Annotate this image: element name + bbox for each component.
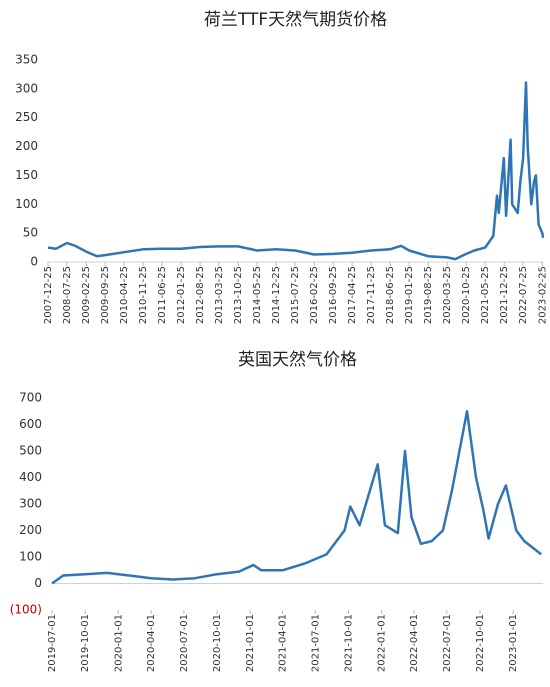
y-tick-label: 200	[15, 139, 38, 153]
x-tick-label: 2022-04-01	[409, 614, 420, 672]
series-line	[47, 81, 545, 261]
x-tick-label: 2009-02-25	[81, 266, 92, 324]
x-tick-label: 2011-06-25	[157, 266, 168, 324]
x-tick-label: 2021-10-01	[343, 614, 354, 672]
x-tick-label: 2019-01-25	[404, 266, 415, 324]
x-tick-label: 2016-02-25	[309, 266, 320, 324]
x-tick-label: 2021-04-01	[278, 614, 289, 672]
x-tick-label: 2021-05-25	[480, 266, 491, 324]
series-line	[51, 410, 542, 585]
x-tick-label: 2023-02-25	[537, 266, 548, 324]
x-tick-label: 2013-03-25	[214, 266, 225, 324]
y-tick-label: 200	[19, 523, 42, 537]
y-tick-label: 400	[19, 470, 42, 484]
x-tick-label: 2020-04-01	[146, 614, 157, 672]
x-tick-label: 2020-03-25	[442, 266, 453, 324]
x-tick-label: 2013-10-25	[233, 266, 244, 324]
x-tick-label: 2010-04-25	[119, 266, 130, 324]
x-tick-label: 2020-10-01	[212, 614, 223, 672]
chart-title: 英国天然气价格	[238, 350, 357, 370]
x-tick-label: 2014-12-25	[271, 266, 282, 324]
x-tick-label: 2019-07-01	[47, 614, 58, 672]
chart-title: 荷兰TTF天然气期货价格	[204, 10, 387, 30]
x-tick-label: 2017-04-25	[347, 266, 358, 324]
x-tick-label: 2014-05-25	[252, 266, 263, 324]
x-tick-label: 2018-06-25	[385, 266, 396, 324]
y-tick-label: 300	[15, 81, 38, 95]
x-tick-label: 2015-07-25	[290, 266, 301, 324]
y-tick-label: 500	[19, 444, 42, 458]
y-tick-label: 700	[19, 391, 42, 405]
x-tick-label: 2021-12-25	[499, 266, 510, 324]
x-tick-label: 2020-10-25	[461, 266, 472, 324]
x-tick-label: 2009-09-25	[100, 266, 111, 324]
y-tick-label: 0	[34, 576, 42, 590]
x-tick-label: 2019-08-25	[423, 266, 434, 324]
x-tick-label: 2017-11-25	[366, 266, 377, 324]
x-tick-label: 2022-01-01	[377, 614, 388, 672]
x-tick-label: 2020-07-01	[179, 614, 190, 672]
y-tick-label: 150	[15, 168, 38, 182]
y-tick-label: 300	[19, 497, 42, 511]
y-tick-label: 350	[15, 53, 38, 67]
x-tick-label: 2021-07-01	[310, 614, 321, 672]
x-tick-label: 2012-01-25	[176, 266, 187, 324]
x-tick-label: 2016-09-25	[328, 266, 339, 324]
x-tick-label: 2007-12-25	[43, 266, 54, 324]
x-tick-label: 2022-07-25	[518, 266, 529, 324]
x-tick-label: 2008-07-25	[62, 266, 73, 324]
x-tick-label: 2023-01-01	[508, 614, 519, 672]
x-tick-label: 2010-11-25	[138, 266, 149, 324]
x-tick-label: 2022-07-01	[442, 614, 453, 672]
y-tick-label: 50	[23, 226, 38, 240]
x-tick-label: 2021-01-01	[245, 614, 256, 672]
x-tick-label: 2012-08-25	[195, 266, 206, 324]
y-tick-label: 100	[19, 550, 42, 564]
y-tick-label: 0	[30, 255, 38, 269]
x-tick-label: 2019-10-01	[80, 614, 91, 672]
y-tick-label: 600	[19, 417, 42, 431]
x-tick-label: 2020-01-01	[113, 614, 124, 672]
x-tick-label: 2022-10-01	[475, 614, 486, 672]
y-tick-label: 250	[15, 110, 38, 124]
y-tick-label: 100	[15, 197, 38, 211]
y-tick-label: (100)	[10, 603, 42, 617]
